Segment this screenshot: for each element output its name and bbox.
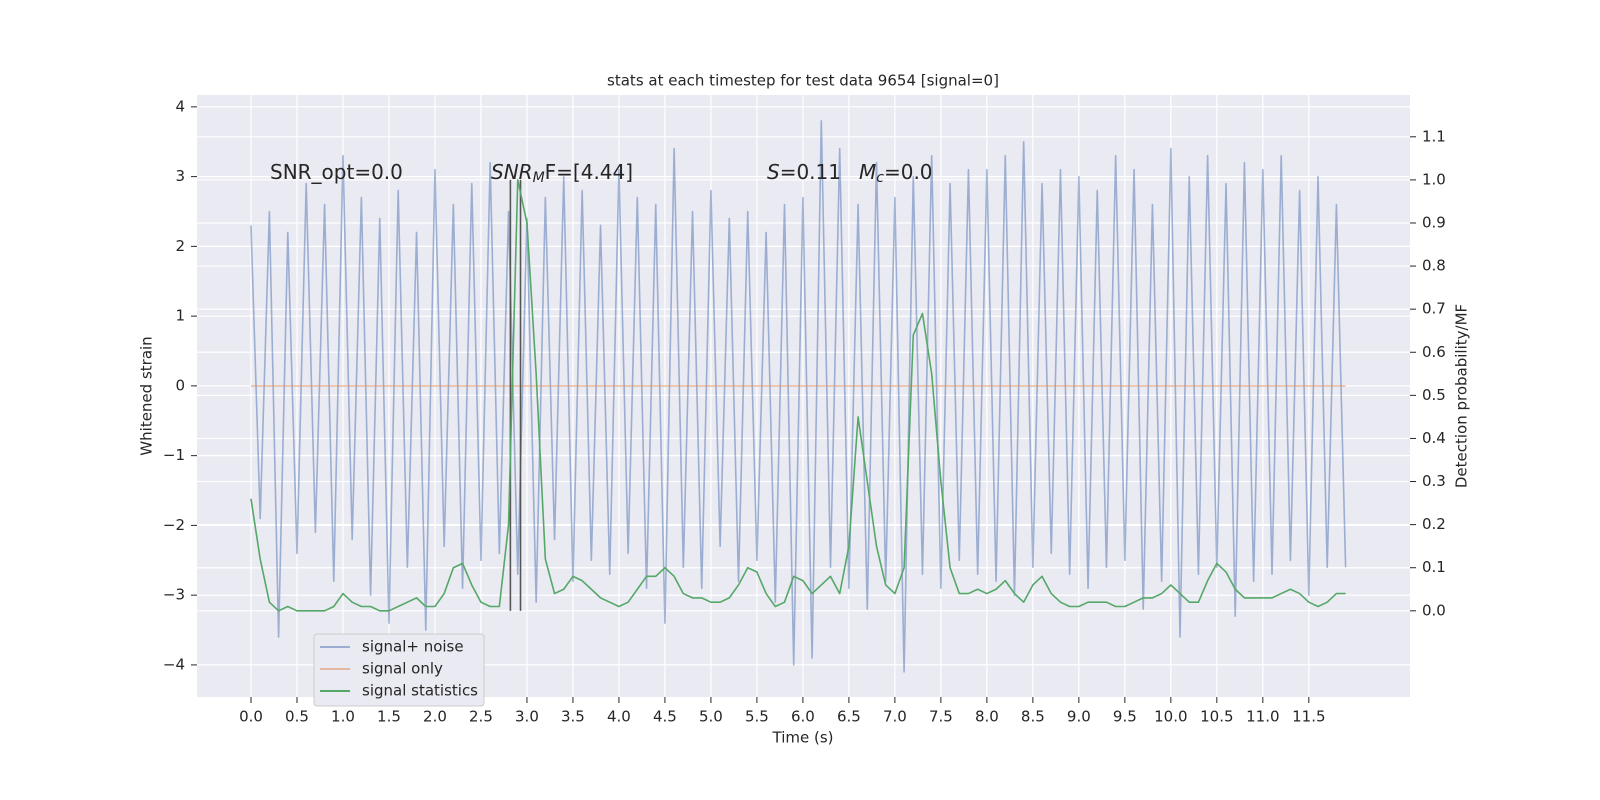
y2-tick-label: 0.6 <box>1422 343 1446 361</box>
y2-tick-label: 1.1 <box>1422 127 1446 145</box>
y-tick-label: 1 <box>175 307 185 325</box>
annotation: S=0.11 <box>767 160 841 184</box>
annotation: Mc=0.0 <box>859 160 933 187</box>
chart-title: stats at each timestep for test data 965… <box>607 72 999 90</box>
x-tick-label: 4.5 <box>653 708 677 726</box>
annotation-part: =0.0 <box>884 160 933 184</box>
x-tick-label: 3.0 <box>515 708 539 726</box>
annotation-part: SNR_opt=0.0 <box>270 160 403 184</box>
x-tick-label: 10.0 <box>1154 708 1187 726</box>
y-tick-label: 3 <box>175 167 185 185</box>
annotation-part: =0.11 <box>780 160 841 184</box>
annotation-part: M <box>859 160 876 184</box>
legend-label: signal statistics <box>362 682 478 700</box>
x-tick-label: 8.0 <box>975 708 999 726</box>
x-tick-label: 5.0 <box>699 708 723 726</box>
x-tick-label: 8.5 <box>1021 708 1045 726</box>
annotation-part: SNR <box>491 160 533 184</box>
y2-tick-label: 0.1 <box>1422 558 1446 576</box>
y2-tick-label: 0.9 <box>1422 213 1446 231</box>
annotation-part: F=[4.44] <box>545 160 633 184</box>
annotation: SNR_opt=0.0 <box>270 160 403 184</box>
series-line <box>250 120 1347 673</box>
legend-label: signal only <box>362 660 443 678</box>
x-tick-label: 3.5 <box>561 708 585 726</box>
x-tick-label: 6.5 <box>837 708 861 726</box>
y2-tick-label: 1.0 <box>1422 170 1446 188</box>
x-axis-label: Time (s) <box>772 729 834 747</box>
y2-tick-label: 0.0 <box>1422 601 1446 619</box>
x-tick-label: 2.5 <box>469 708 493 726</box>
y2-tick-label: 0.3 <box>1422 472 1446 490</box>
y2-tick-label: 0.5 <box>1422 386 1446 404</box>
x-tick-label: 2.0 <box>423 708 447 726</box>
y-tick-label: −4 <box>163 655 185 673</box>
y-tick-label: 2 <box>175 237 185 255</box>
x-tick-label: 11.5 <box>1292 708 1325 726</box>
y2-tick-label: 0.8 <box>1422 257 1446 275</box>
x-tick-label: 0.0 <box>239 708 263 726</box>
y-tick-label: −2 <box>163 516 185 534</box>
annotation-part: M <box>533 170 545 186</box>
x-tick-label: 1.0 <box>331 708 355 726</box>
legend-box <box>313 633 485 707</box>
annotation: SNRMF=[4.44] <box>491 160 633 187</box>
x-tick-label: 9.5 <box>1113 708 1137 726</box>
x-tick-label: 11.0 <box>1246 708 1279 726</box>
x-tick-label: 0.5 <box>285 708 309 726</box>
x-tick-label: 1.5 <box>377 708 401 726</box>
annotation-part: S <box>767 160 780 184</box>
y2-axis-label: Detection probability/MF <box>1453 304 1471 488</box>
y2-tick-label: 0.7 <box>1422 300 1446 318</box>
y2-tick-label: 0.4 <box>1422 429 1446 447</box>
y-tick-label: −3 <box>163 586 185 604</box>
y-tick-label: 0 <box>175 376 185 394</box>
y-axis-label: Whitened strain <box>138 336 156 455</box>
y-tick-label: −1 <box>163 446 185 464</box>
series-line <box>250 179 1346 612</box>
x-tick-label: 7.0 <box>883 708 907 726</box>
x-tick-label: 6.0 <box>791 708 815 726</box>
x-tick-label: 4.0 <box>607 708 631 726</box>
x-tick-label: 9.0 <box>1067 708 1091 726</box>
x-tick-label: 5.5 <box>745 708 769 726</box>
x-tick-label: 7.5 <box>929 708 953 726</box>
annotation-part: c <box>876 170 884 186</box>
x-tick-label: 10.5 <box>1200 708 1233 726</box>
legend-label: signal+ noise <box>362 638 464 656</box>
y-tick-label: 4 <box>175 97 185 115</box>
y2-tick-label: 0.2 <box>1422 515 1446 533</box>
